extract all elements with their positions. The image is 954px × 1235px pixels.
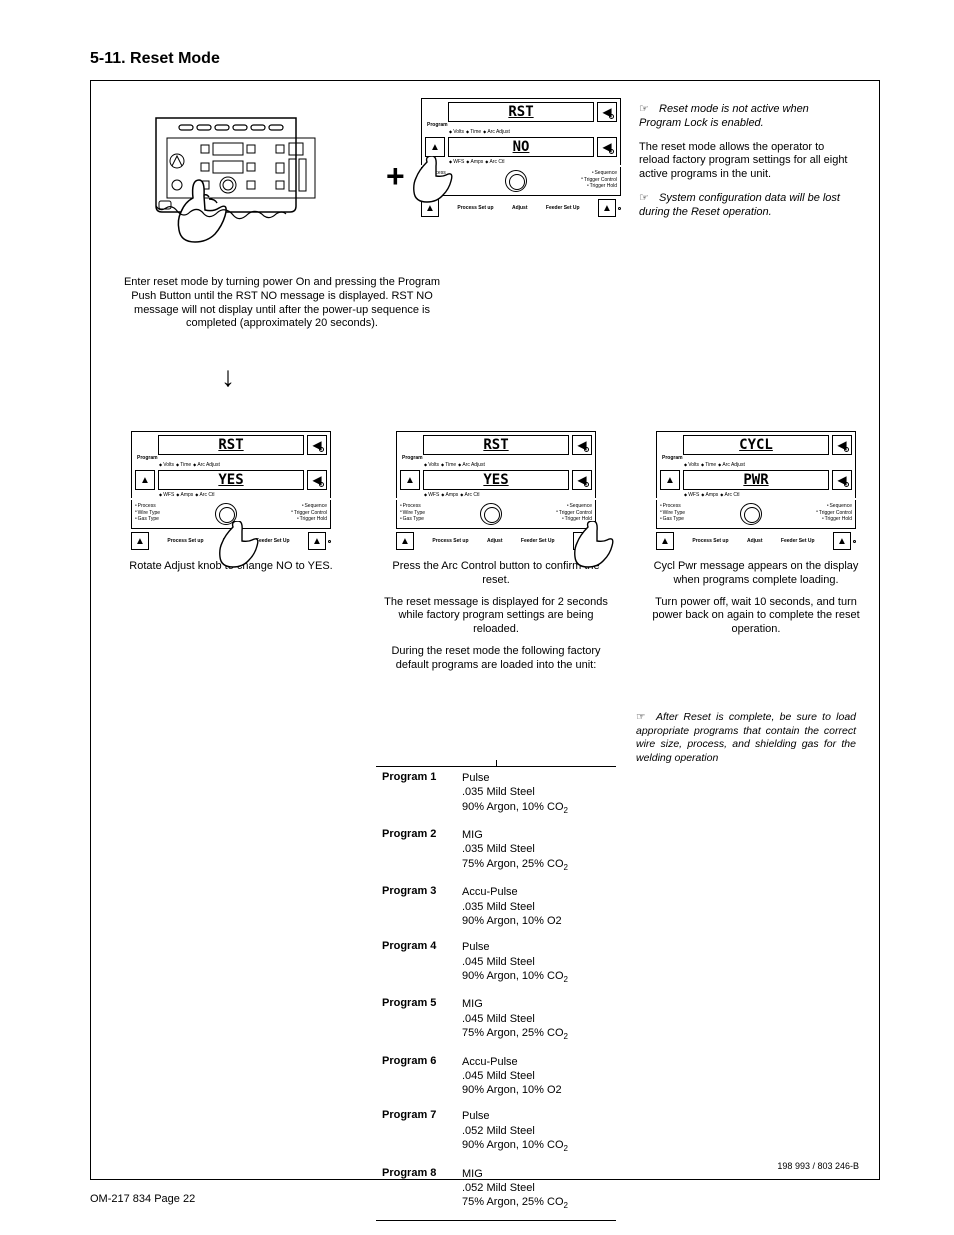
pointing-hand-icon: ☞ <box>639 192 655 206</box>
display-panel-rst-yes-a: RST ◀ Program VoltsTimeArc Adjust ▲ YES … <box>131 431 331 550</box>
note-after-reset: ☞After Reset is complete, be sure to loa… <box>636 711 856 766</box>
display-panel-rst-yes-b: RST ◀ Program VoltsTimeArc Adjust ▲ YES … <box>396 431 596 550</box>
section-heading: 5-11. Reset Mode <box>90 50 884 68</box>
caption-rotate: Rotate Adjust knob to change NO to YES. <box>116 560 346 574</box>
arrow-down-icon: ↓ <box>221 361 235 393</box>
display-panel-rst-no: RST ◀ Program VoltsTimeArc Adjust ▲ NO ◀… <box>421 98 621 217</box>
page-footer: OM-217 834 Page 22 <box>90 1193 195 1205</box>
equipment-illustration <box>131 103 331 268</box>
program-row: Program 8 MIG.052 Mild Steel75% Argon, 2… <box>376 1163 616 1220</box>
program-row: Program 4 Pulse.045 Mild Steel90% Argon,… <box>376 936 616 993</box>
caption-col-b: Press the Arc Control button to confirm … <box>381 560 611 672</box>
display-panel-cycl-pwr: CYCL ◀ Program VoltsTimeArc Adjust ▲ PWR… <box>656 431 856 550</box>
plus-symbol: + <box>386 158 405 195</box>
caption-step1: Enter reset mode by turning power On and… <box>117 276 447 331</box>
notes-column: ☞Reset mode is not active when Program L… <box>639 103 849 229</box>
content-frame: + RST ◀ Program VoltsTimeArc Adjust ▲ NO… <box>90 80 880 1180</box>
program-row: Program 1 Pulse.035 Mild Steel90% Argon,… <box>376 767 616 824</box>
pointing-hand-icon: ☞ <box>636 711 652 725</box>
pointing-hand-icon: ☞ <box>639 103 655 117</box>
program-row: Program 5 MIG.045 Mild Steel75% Argon, 2… <box>376 993 616 1050</box>
reference-number: 198 993 / 803 246-B <box>777 1161 859 1171</box>
caption-col-c: Cycl Pwr message appears on the display … <box>641 560 871 637</box>
program-row: Program 6 Accu-Pulse.045 Mild Steel90% A… <box>376 1051 616 1106</box>
program-table: Program 1 Pulse.035 Mild Steel90% Argon,… <box>376 766 616 1221</box>
program-row: Program 2 MIG.035 Mild Steel75% Argon, 2… <box>376 824 616 881</box>
program-row: Program 7 Pulse.052 Mild Steel90% Argon,… <box>376 1105 616 1162</box>
program-row: Program 3 Accu-Pulse.035 Mild Steel90% A… <box>376 881 616 936</box>
